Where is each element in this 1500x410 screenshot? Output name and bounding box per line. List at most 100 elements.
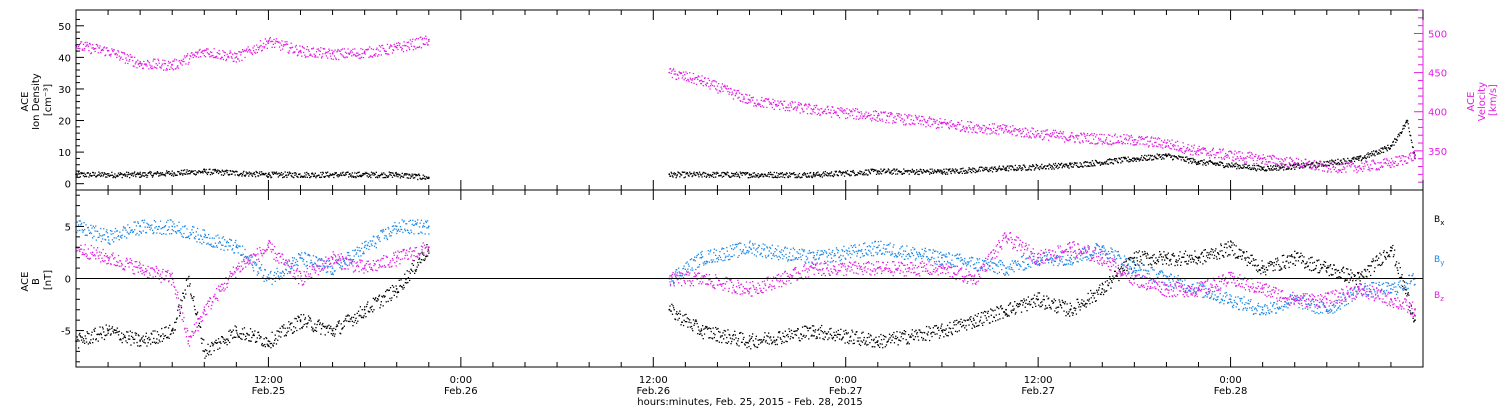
top-ytick-label: 50 <box>58 22 71 33</box>
top-right-label-line1: ACE <box>1466 92 1477 112</box>
field-point-By-9 <box>363 246 366 249</box>
velocity-point-0-15 <box>812 108 815 111</box>
velocity-point-0-6 <box>267 40 270 43</box>
density-series-0 <box>75 119 1416 181</box>
field-point-Bz-10 <box>363 267 366 269</box>
density-point-0-16 <box>1197 160 1200 163</box>
field-point-Bz-12 <box>427 246 430 249</box>
density-point-0-7 <box>668 173 671 176</box>
density-point-0-6 <box>427 176 430 179</box>
field-series-Bz <box>75 232 1416 347</box>
density-point-0-3 <box>267 173 270 176</box>
top-panel: 0 10 20 30 40 50 350 400 450 500 ACE Ion Density… <box>20 9 1499 191</box>
bottom-panel-series <box>75 219 1416 359</box>
top-left-label-line3: [cm⁻³] <box>43 84 54 116</box>
top-right-axis-label: ACE Velocity [km/s] <box>1466 79 1499 121</box>
field-point-By-15 <box>812 256 815 259</box>
field-point-Bx-25 <box>1165 256 1168 259</box>
x-tick-date-3: Feb.27 <box>829 386 863 397</box>
field-point-Bx-7 <box>267 340 270 342</box>
legend-Bz: Bz <box>1434 291 1444 303</box>
field-point-Bz-2 <box>139 267 142 269</box>
top-left-label-line1: ACE <box>20 92 31 112</box>
top-y2tick-label: 400 <box>1428 108 1447 119</box>
bottom-panel: -5 0 5 ACE B [nT] Bx By Bz <box>20 189 1444 368</box>
legend-Bx: Bx <box>1434 215 1444 227</box>
field-point-Bz-6 <box>235 267 238 269</box>
velocity-point-0-9 <box>363 51 366 54</box>
density-point-0-13 <box>1069 163 1072 166</box>
bottom-left-axis: -5 0 5 <box>61 194 84 363</box>
x-axis-title: hours:minutes, Feb. 25, 2015 - Feb. 28, … <box>637 397 862 408</box>
velocity-point-0-20 <box>1133 139 1136 141</box>
velocity-point-0-1 <box>107 49 109 52</box>
density-point-0-4 <box>331 173 334 176</box>
bottom-left-label-line2: B <box>31 278 42 285</box>
field-point-By-3 <box>171 225 174 228</box>
field-point-Bz-25 <box>1165 288 1168 290</box>
field-point-Bz-1 <box>107 256 109 259</box>
density-point-0-17 <box>1261 167 1264 169</box>
field-point-By-18 <box>1005 267 1007 269</box>
velocity-point-0-3 <box>171 63 174 66</box>
velocity-point-0-24 <box>1293 161 1296 164</box>
field-point-By-16 <box>876 246 879 249</box>
field-point-Bx-33 <box>1414 319 1416 321</box>
field-point-By-1 <box>107 236 109 238</box>
velocity-point-0-7 <box>299 49 302 52</box>
field-point-Bz-4 <box>187 340 190 342</box>
bottom-legend: Bx By Bz <box>1434 215 1444 303</box>
top-ytick-label: 0 <box>65 180 71 191</box>
legend-By: By <box>1434 255 1444 267</box>
top-left-axis: 0 10 20 30 40 50 <box>58 18 84 191</box>
field-series-Bx <box>75 240 1416 359</box>
velocity-point-0-26 <box>1358 165 1360 168</box>
density-point-0-2 <box>203 170 206 173</box>
velocity-point-0-13 <box>700 79 703 82</box>
field-point-Bz-30 <box>1325 298 1328 301</box>
top-ytick-label: 40 <box>58 53 71 64</box>
field-point-Bx-15 <box>748 340 751 342</box>
field-point-Bx-11 <box>395 288 398 290</box>
field-point-By-14 <box>748 246 751 249</box>
x-tick-time-2: 12:00 <box>639 375 668 386</box>
density-point-0-12 <box>1005 167 1007 169</box>
density-point-0-14 <box>1133 157 1136 160</box>
x-tick-date-2: Feb.26 <box>636 386 670 397</box>
field-point-Bz-20 <box>1005 236 1007 238</box>
velocity-point-0-16 <box>876 114 879 117</box>
top-right-axis: 350 400 450 500 <box>1414 9 1447 190</box>
velocity-point-0-11 <box>427 38 430 41</box>
top-left-axis-label: ACE Ion Density [cm⁻³] <box>20 70 54 130</box>
field-point-Bz-17 <box>876 267 879 269</box>
velocity-point-0-25 <box>1325 165 1328 168</box>
x-tick-date-4: Feb.27 <box>1021 386 1055 397</box>
field-point-Bx-20 <box>1005 308 1007 311</box>
field-point-Bz-22 <box>1069 246 1072 249</box>
field-point-By-13 <box>700 256 703 259</box>
velocity-point-0-28 <box>1414 153 1416 156</box>
field-point-By-20 <box>1069 256 1072 259</box>
field-point-Bx-14 <box>700 329 703 332</box>
field-point-By-26 <box>1261 308 1264 311</box>
field-point-Bx-6 <box>235 329 238 332</box>
field-point-Bz-5 <box>203 308 206 311</box>
field-point-Bz-15 <box>748 288 751 290</box>
field-point-Bz-21 <box>1037 256 1039 259</box>
velocity-series-0 <box>75 35 1416 174</box>
field-point-Bz-32 <box>1390 298 1392 301</box>
field-point-Bz-7 <box>267 246 270 249</box>
velocity-point-0-22 <box>1197 150 1200 152</box>
field-point-Bx-22 <box>1069 308 1072 311</box>
top-ytick-label: 30 <box>58 85 71 96</box>
field-point-Bz-26 <box>1197 288 1200 290</box>
density-point-0-9 <box>812 173 815 176</box>
field-point-Bx-32 <box>1390 246 1392 249</box>
velocity-point-0-2 <box>139 62 142 65</box>
x-axis-labels: 12:00Feb.250:00Feb.2612:00Feb.260:00Feb.… <box>252 375 1248 397</box>
velocity-point-0-14 <box>748 99 751 101</box>
x-tick-date-1: Feb.26 <box>444 386 478 397</box>
velocity-point-0-5 <box>235 56 238 58</box>
field-point-By-17 <box>941 256 943 259</box>
